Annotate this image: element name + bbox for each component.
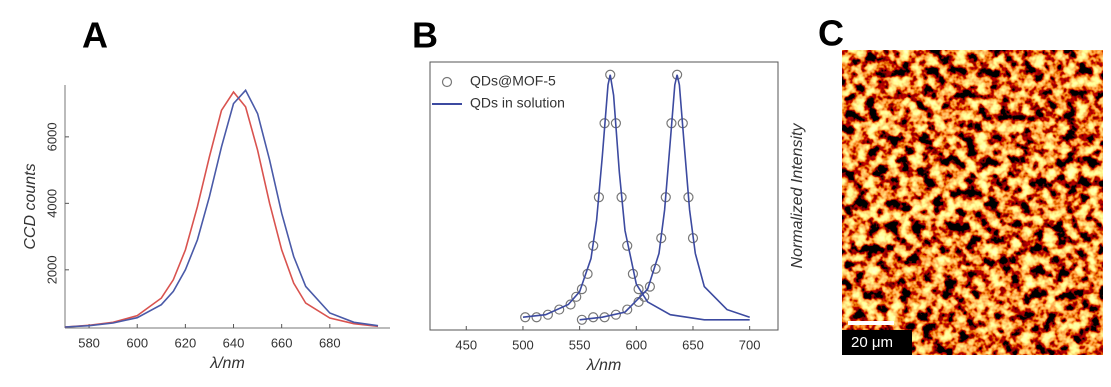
panel-label: B [412,15,438,56]
data-line [522,74,750,321]
x-tick-label: 620 [175,335,197,350]
micrograph [842,50,1103,355]
x-tick-label: 660 [271,335,293,350]
x-tick-label: 500 [512,337,534,352]
legend-label: QDs in solution [470,95,565,111]
y-axis-label: CCD counts [22,163,39,249]
scale-bar-label: 20 μm [851,334,893,351]
y-tick-label: 2000 [44,255,59,284]
x-tick-label: 650 [682,337,704,352]
data-point [565,299,576,310]
x-tick-label: 640 [223,335,245,350]
x-tick-label: 450 [455,337,477,352]
panel-label: A [82,15,108,56]
x-axis-label: λ/nm [586,357,622,374]
data-point [554,304,565,315]
y-tick-label: 6000 [44,122,59,151]
scale-bar [848,321,894,325]
data-point [672,69,683,80]
legend-label: QDs@MOF-5 [470,73,556,89]
data-line [64,88,379,328]
data-point [622,304,633,315]
x-tick-label: 580 [78,335,100,350]
data-point [571,291,582,302]
x-axis-label: λ/nm [209,355,245,372]
y-axis-label: Normalized Intensity [789,123,806,269]
x-tick-label: 700 [739,337,761,352]
x-tick-label: 600 [625,337,647,352]
x-tick-label: 680 [319,335,341,350]
panel-label: C [818,13,844,54]
x-tick-label: 600 [126,335,148,350]
data-line [579,74,750,321]
y-tick-label: 4000 [44,189,59,218]
data-line [64,90,379,328]
data-point [633,284,644,295]
scale-bar-box [842,330,912,355]
plot-frame [429,61,779,331]
data-point [531,312,542,323]
x-tick-label: 550 [569,337,591,352]
legend-marker [441,76,453,88]
